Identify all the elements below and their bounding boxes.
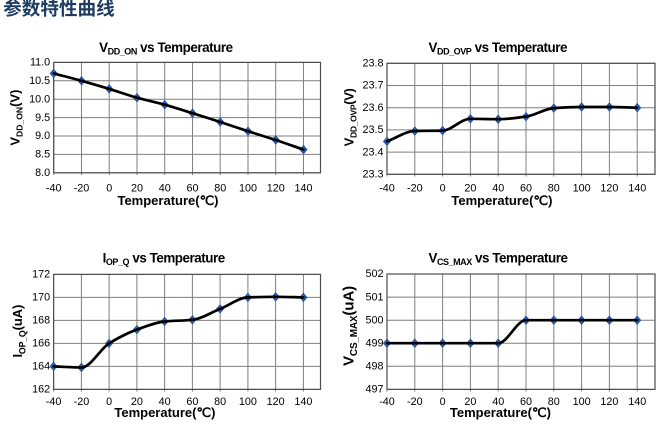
svg-text:100: 100	[239, 396, 257, 408]
svg-text:500: 500	[365, 314, 383, 326]
svg-text:20: 20	[131, 396, 143, 408]
svg-text:9.5: 9.5	[35, 112, 50, 124]
svg-text:40: 40	[492, 396, 504, 408]
svg-text:80: 80	[214, 182, 226, 194]
svg-text:23.3: 23.3	[362, 169, 383, 181]
svg-text:10.0: 10.0	[29, 93, 50, 105]
svg-text:23.6: 23.6	[362, 102, 383, 114]
svg-text:40: 40	[492, 182, 504, 194]
svg-text:0: 0	[106, 396, 112, 408]
svg-text:120: 120	[267, 396, 285, 408]
svg-text:40: 40	[159, 182, 171, 194]
svg-text:497: 497	[365, 384, 383, 396]
svg-text:Temperature(℃): Temperature(℃)	[114, 405, 215, 420]
svg-text:120: 120	[600, 396, 618, 408]
svg-text:23.8: 23.8	[362, 58, 383, 70]
svg-text:100: 100	[573, 396, 591, 408]
svg-text:-40: -40	[379, 182, 395, 194]
svg-text:-40: -40	[46, 396, 62, 408]
svg-text:-40: -40	[379, 396, 395, 408]
svg-text:20: 20	[464, 182, 476, 194]
svg-text:-20: -20	[74, 182, 90, 194]
svg-text:166: 166	[32, 338, 50, 350]
svg-text:140: 140	[628, 182, 646, 194]
svg-text:Temperature(℃): Temperature(℃)	[451, 193, 552, 208]
svg-text:60: 60	[186, 182, 198, 194]
svg-text:-20: -20	[407, 396, 423, 408]
svg-text:80: 80	[548, 396, 560, 408]
svg-text:100: 100	[239, 182, 257, 194]
svg-text:80: 80	[214, 396, 226, 408]
svg-text:11.0: 11.0	[30, 57, 50, 69]
svg-text:9.0: 9.0	[35, 130, 50, 142]
svg-text:8.0: 8.0	[35, 167, 50, 179]
svg-text:170: 170	[32, 292, 50, 304]
svg-text:60: 60	[520, 182, 532, 194]
svg-text:-20: -20	[74, 396, 90, 408]
svg-text:23.4: 23.4	[362, 146, 383, 158]
svg-text:40: 40	[159, 396, 171, 408]
svg-text:140: 140	[294, 182, 312, 194]
svg-text:164: 164	[32, 361, 50, 373]
svg-text:499: 499	[365, 337, 383, 349]
svg-text:23.5: 23.5	[362, 124, 383, 136]
svg-text:Temperature(℃): Temperature(℃)	[450, 405, 551, 420]
svg-text:Temperature(℃): Temperature(℃)	[117, 193, 218, 208]
svg-text:60: 60	[186, 396, 198, 408]
svg-text:20: 20	[464, 396, 476, 408]
svg-text:0: 0	[106, 182, 112, 194]
svg-text:23.7: 23.7	[362, 80, 383, 92]
svg-text:498: 498	[365, 361, 383, 373]
svg-text:502: 502	[365, 268, 383, 280]
svg-text:501: 501	[365, 291, 383, 303]
svg-text:0: 0	[440, 182, 446, 194]
svg-text:140: 140	[628, 396, 646, 408]
svg-text:10.5: 10.5	[29, 75, 50, 87]
svg-text:-20: -20	[407, 182, 423, 194]
svg-text:100: 100	[573, 182, 591, 194]
svg-text:-40: -40	[46, 182, 62, 194]
svg-text:120: 120	[600, 182, 618, 194]
svg-text:140: 140	[294, 396, 312, 408]
svg-text:120: 120	[267, 182, 285, 194]
svg-text:80: 80	[548, 182, 560, 194]
svg-text:0: 0	[440, 396, 446, 408]
svg-text:60: 60	[520, 396, 532, 408]
svg-text:IOP_Q vs Temperature: IOP_Q vs Temperature	[103, 251, 225, 267]
svg-text:20: 20	[131, 182, 143, 194]
svg-text:162: 162	[32, 384, 50, 396]
svg-text:172: 172	[32, 269, 50, 281]
svg-text:8.5: 8.5	[35, 149, 50, 161]
svg-text:168: 168	[32, 315, 50, 327]
